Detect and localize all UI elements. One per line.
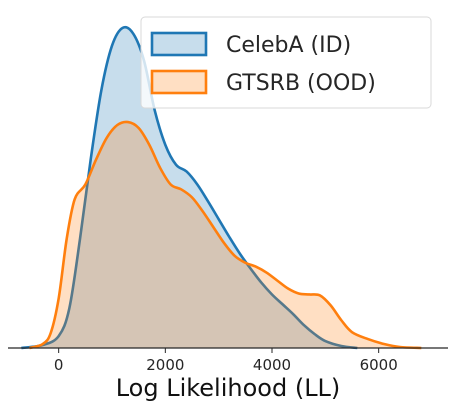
x-axis-label: Log Likelihood (LL) [116, 374, 341, 402]
x-tick-label: 0 [54, 356, 64, 374]
legend-frame [140, 16, 432, 109]
legend: CelebA (ID) GTSRB (OOD) [140, 16, 432, 109]
legend-swatch-gtsrb [150, 69, 208, 95]
x-tick-label: 2000 [146, 356, 184, 374]
legend-label-gtsrb: GTSRB (OOD) [226, 71, 376, 96]
density-area-celeba [21, 27, 358, 348]
x-tick-label: 4000 [253, 356, 291, 374]
x-tick-label: 6000 [360, 356, 398, 374]
legend-swatch-celeba [150, 31, 208, 57]
density-area-gtsrb [29, 121, 422, 349]
series-layer [21, 25, 422, 350]
legend-label-celeba: CelebA (ID) [226, 33, 351, 58]
density-line-gtsrb [28, 120, 422, 350]
x-ticks: 0 2000 4000 6000 [54, 348, 398, 374]
